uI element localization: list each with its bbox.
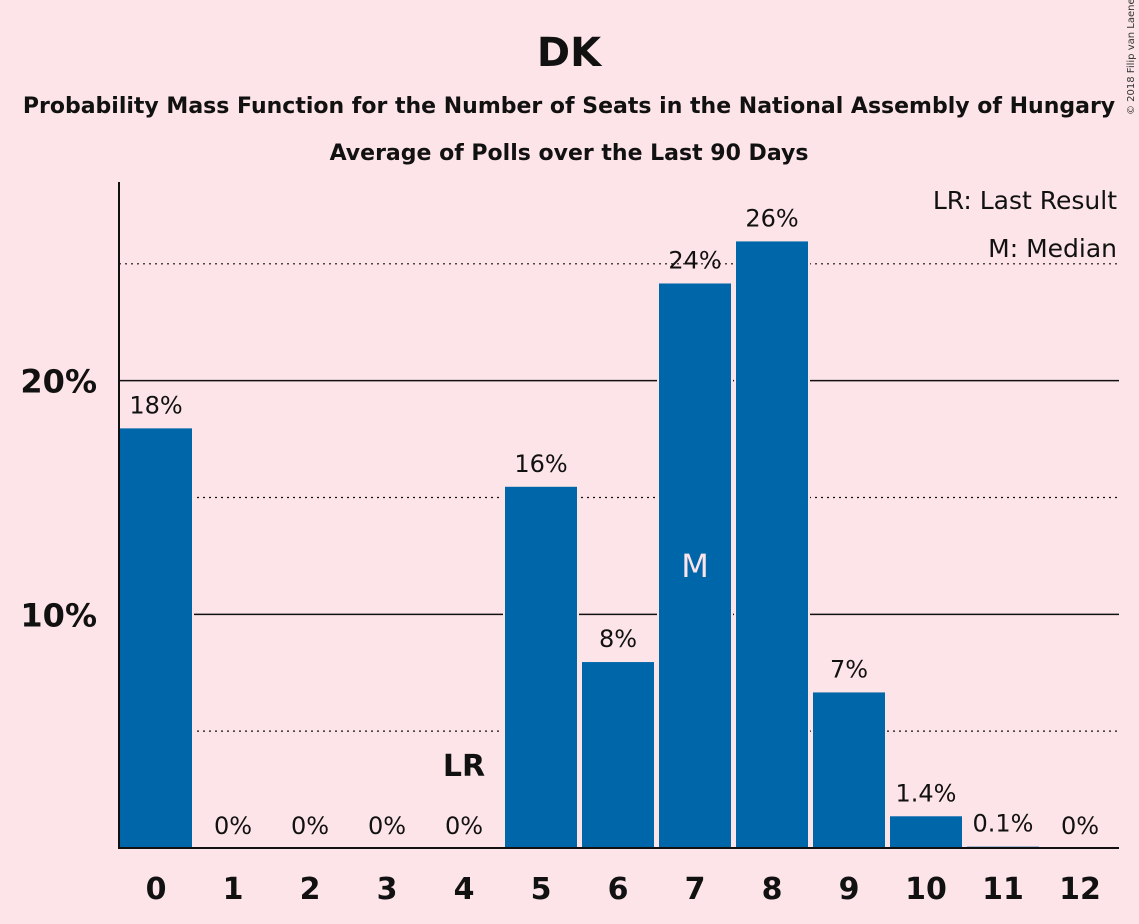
chart-subtitle-2: Average of Polls over the Last 90 Days [330, 141, 809, 166]
legend-last-result: LR: Last Result [933, 186, 1117, 215]
legend-median: M: Median [988, 234, 1117, 263]
bar-seats-0 [118, 426, 194, 849]
value-label: 0% [445, 812, 483, 840]
x-tick-label: 5 [531, 872, 552, 907]
value-label: 0% [291, 812, 329, 840]
copyright-notice: © 2018 Filip van Laenen [1126, 0, 1137, 115]
bar-seats-7 [657, 281, 733, 850]
chart-subtitle: Probability Mass Function for the Number… [23, 94, 1115, 119]
bar-seats-8 [734, 239, 810, 849]
x-tick-label: 9 [839, 872, 860, 907]
value-label: 0% [1061, 812, 1099, 840]
x-tick-label: 11 [982, 872, 1024, 907]
chart-title: DK [537, 30, 603, 76]
x-tick-label: 2 [300, 872, 321, 907]
value-label: 24% [668, 246, 721, 274]
bar-seats-10 [888, 814, 964, 850]
x-tick-label: 12 [1059, 872, 1101, 907]
value-label: 18% [129, 391, 182, 419]
value-labels: 18% 0% 0% 0% 0% LR 16% 8% 24% M 26% 7% 1.4% 0.1% 0% [129, 204, 1099, 840]
x-tick-label: 4 [454, 872, 475, 907]
x-tick-label: 7 [685, 872, 706, 907]
x-tick-label: 1 [223, 872, 244, 907]
bar-seats-9 [811, 690, 887, 849]
bar-seats-5 [503, 484, 579, 849]
y-tick-label: 20% [20, 363, 97, 401]
value-label: 8% [599, 625, 637, 653]
value-label: 1.4% [896, 779, 957, 807]
x-tick-label: 0 [146, 872, 167, 907]
bar-seats-6 [580, 660, 656, 849]
value-label: 0% [214, 812, 252, 840]
y-tick-label-background [0, 354, 116, 407]
x-tick-label: 3 [377, 872, 398, 907]
median-marker: M [681, 547, 709, 585]
x-tick-label: 8 [762, 872, 783, 907]
y-tick-labels: 10% 20% [0, 354, 116, 641]
value-label: 7% [830, 655, 868, 683]
bars [118, 239, 1041, 850]
value-label: 0% [368, 812, 406, 840]
value-label: 0.1% [973, 810, 1034, 838]
y-tick-label: 10% [20, 596, 97, 634]
value-label: 26% [745, 204, 798, 232]
y-tick-label-background [0, 588, 116, 641]
last-result-marker: LR [443, 749, 485, 784]
x-tick-label: 10 [905, 872, 947, 907]
value-label: 16% [514, 450, 567, 478]
x-tick-label: 6 [608, 872, 629, 907]
x-tick-labels: 0 1 2 3 4 5 6 7 8 9 10 11 12 [146, 872, 1101, 907]
